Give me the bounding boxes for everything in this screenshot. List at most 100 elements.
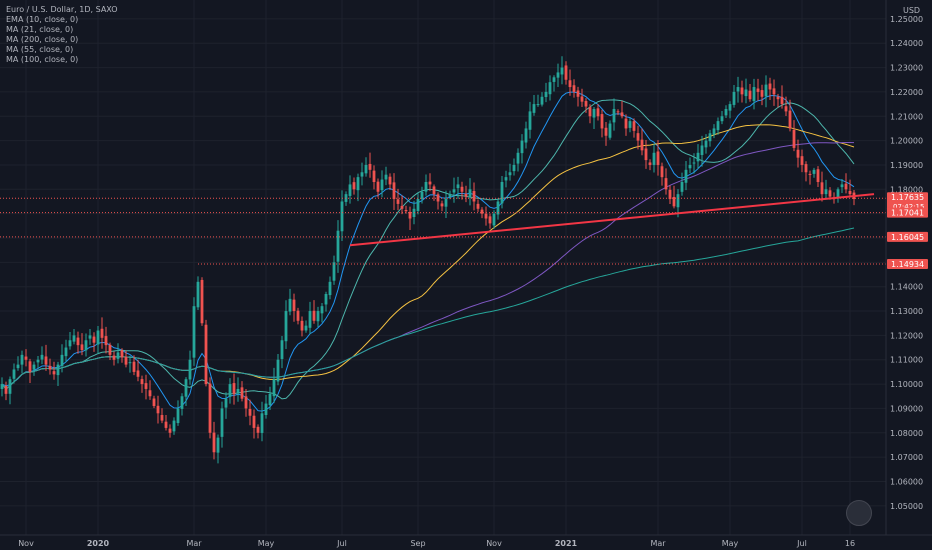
candle-body (560, 67, 564, 75)
support-trendline[interactable] (349, 193, 875, 247)
candle-body (132, 361, 136, 372)
price-level-value: 1.17041 (891, 209, 924, 218)
candle-body (828, 190, 832, 197)
candle-body (396, 199, 400, 204)
candle-body (648, 162, 652, 165)
candle-body (392, 182, 396, 200)
candle-body (376, 181, 380, 192)
candle-body (288, 298, 292, 312)
indicator-ma100[interactable]: MA (100, close, 0) (6, 55, 79, 64)
candle-body (776, 96, 780, 100)
candle-body (664, 178, 668, 190)
candle-body (188, 359, 192, 380)
candle-body (812, 169, 816, 174)
candle-body (240, 387, 244, 399)
candle-body (552, 77, 556, 82)
candle-body (28, 361, 32, 372)
candle-body (380, 179, 384, 191)
time-axis[interactable]: Nov 2020 Mar May Jul Sep Nov 2021 Mar May Jul 16 (18, 539, 855, 548)
indicator-ma21[interactable]: MA (21, close, 0) (6, 25, 74, 34)
candle-body (348, 184, 352, 196)
y-tick-label: 1.06000 (890, 477, 923, 486)
candle-body (160, 415, 164, 421)
candle-body (256, 426, 260, 433)
y-tick-label: 1.11000 (890, 356, 923, 365)
y-tick-label: 1.24000 (890, 39, 923, 48)
candle-body (772, 88, 776, 95)
candle-body (244, 396, 248, 409)
candle-body (0, 384, 4, 389)
candle-body (476, 203, 480, 209)
candle-body (760, 90, 764, 97)
candle-body (780, 96, 784, 105)
candle-body (580, 96, 584, 102)
x-tick-label: Sep (410, 539, 425, 548)
candle-body (4, 385, 8, 394)
x-tick-label: 16 (845, 539, 855, 548)
candle-body (684, 169, 688, 183)
candle-body (68, 340, 72, 347)
price-level-value: 1.16045 (891, 233, 924, 242)
candle-body (328, 281, 332, 296)
candle-body (808, 173, 812, 175)
candle-body (368, 163, 372, 170)
y-tick-label: 1.05000 (890, 502, 923, 511)
candle-body (484, 213, 488, 219)
x-tick-label: 2020 (87, 539, 110, 548)
candle-body (108, 344, 112, 355)
candle-body (496, 201, 500, 215)
candle-body (184, 379, 188, 397)
candle-body (512, 164, 516, 172)
candle-body (556, 72, 560, 78)
candle-body (84, 340, 88, 351)
candle-body (316, 311, 320, 322)
candle-body (608, 123, 612, 138)
candle-body (764, 84, 768, 97)
candle-body (208, 383, 212, 433)
candle-body (668, 189, 672, 200)
candle-body (112, 355, 116, 360)
candle-body (844, 183, 848, 190)
candle-body (616, 111, 620, 113)
x-tick-label: Nov (486, 539, 502, 548)
candle-body (824, 189, 828, 195)
indicator-ma55[interactable]: MA (55, close, 0) (6, 45, 74, 54)
symbol-title[interactable]: Euro / U.S. Dollar, 1D, SAXO (6, 5, 118, 14)
candle-body (492, 213, 496, 226)
candle-body (708, 133, 712, 142)
candle-body (48, 365, 52, 370)
candle-body (20, 354, 24, 365)
candle-body (460, 186, 464, 192)
y-tick-label: 1.25000 (890, 15, 923, 24)
candle-body (784, 106, 788, 112)
candle-body (720, 116, 724, 122)
candle-body (692, 162, 696, 164)
y-tick-label: 1.14000 (890, 283, 923, 292)
candle-body (384, 174, 388, 180)
candle-body (468, 189, 472, 198)
candle-body (656, 151, 660, 165)
candle-body (272, 379, 276, 397)
candle-body (596, 108, 600, 117)
candle-body (588, 107, 592, 117)
candle-body (356, 177, 360, 191)
candle-body (432, 186, 436, 195)
y-tick-label: 1.08000 (890, 429, 923, 438)
candle-body (144, 383, 148, 389)
ma-line-10 (1, 91, 855, 412)
x-tick-label: May (722, 539, 739, 548)
candle-body (152, 398, 156, 406)
candle-body (124, 356, 128, 365)
trendline[interactable] (349, 193, 875, 247)
candle-body (628, 121, 632, 128)
indicator-ma200[interactable]: MA (200, close, 0) (6, 35, 79, 44)
price-level-badge (887, 192, 928, 213)
candle-body (164, 421, 168, 428)
indicator-ema10[interactable]: EMA (10, close, 0) (6, 15, 79, 24)
candle-body (180, 396, 184, 409)
candle-body (196, 281, 200, 308)
candle-body (528, 111, 532, 130)
ma-line-200 (1, 227, 855, 390)
